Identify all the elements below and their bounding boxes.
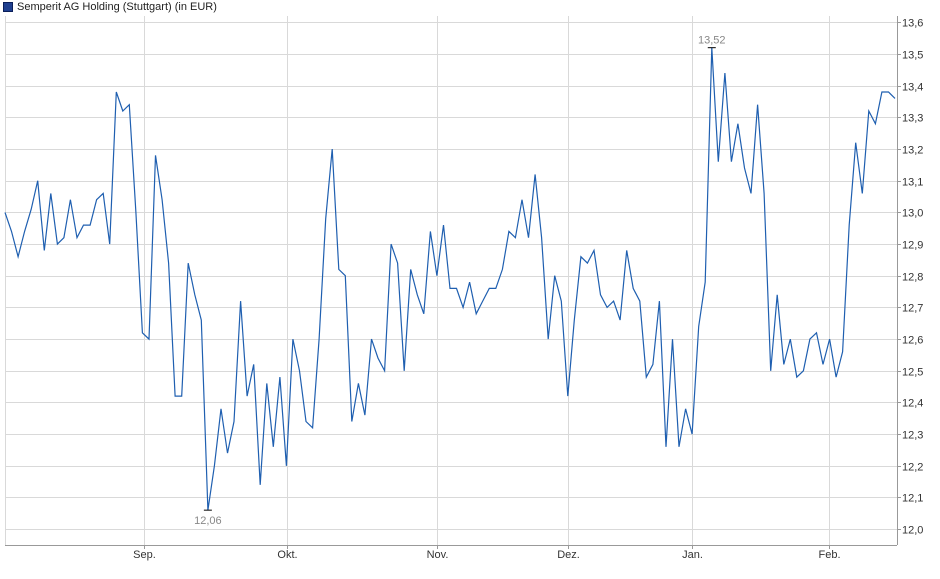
low-value-label: 12,06 bbox=[194, 515, 222, 527]
y-tick-label: 12,8 bbox=[902, 272, 923, 284]
high-value-label: 13,52 bbox=[698, 35, 726, 47]
y-tick-label: 13,2 bbox=[902, 145, 923, 157]
grid-lines bbox=[5, 16, 897, 545]
legend-swatch bbox=[3, 2, 13, 12]
price-series-line bbox=[4, 47, 896, 511]
chart-legend: Semperit AG Holding (Stuttgart) (in EUR) bbox=[3, 0, 217, 14]
y-tick-label: 12,9 bbox=[902, 240, 923, 252]
y-tick-label: 13,4 bbox=[902, 82, 923, 94]
y-tick-label: 12,0 bbox=[902, 525, 923, 537]
y-axis-labels: 12,0 12,1 12,2 12,3 12,4 12,5 12,6 12,7 12,8 12,9… bbox=[902, 18, 923, 537]
y-tick-label: 13,5 bbox=[902, 50, 923, 62]
legend-label: Semperit AG Holding (Stuttgart) (in EUR) bbox=[17, 1, 217, 13]
y-tick-label: 12,5 bbox=[902, 367, 923, 379]
y-tick-label: 12,2 bbox=[902, 462, 923, 474]
extreme-markers: 13,52 12,06 bbox=[194, 35, 725, 527]
y-tick-label: 12,3 bbox=[902, 430, 923, 442]
x-tick-label: Okt. bbox=[277, 549, 297, 561]
x-tick-label: Nov. bbox=[427, 549, 449, 561]
x-tick-label: Feb. bbox=[818, 549, 840, 561]
x-tick-label: Dez. bbox=[557, 549, 580, 561]
y-tick-label: 13,1 bbox=[902, 177, 923, 189]
y-tick-label: 12,6 bbox=[902, 335, 923, 347]
y-tick-label: 12,4 bbox=[902, 398, 923, 410]
y-tick-label: 13,6 bbox=[902, 18, 923, 30]
chart-axes bbox=[5, 16, 901, 549]
y-tick-label: 13,0 bbox=[902, 208, 923, 220]
x-axis-labels: Sep. Okt. Nov. Dez. Jan. Feb. bbox=[133, 549, 840, 561]
y-tick-label: 12,7 bbox=[902, 303, 923, 315]
y-tick-label: 13,3 bbox=[902, 113, 923, 125]
x-tick-label: Sep. bbox=[133, 549, 156, 561]
x-tick-label: Jan. bbox=[682, 549, 703, 561]
y-tick-label: 12,1 bbox=[902, 493, 923, 505]
